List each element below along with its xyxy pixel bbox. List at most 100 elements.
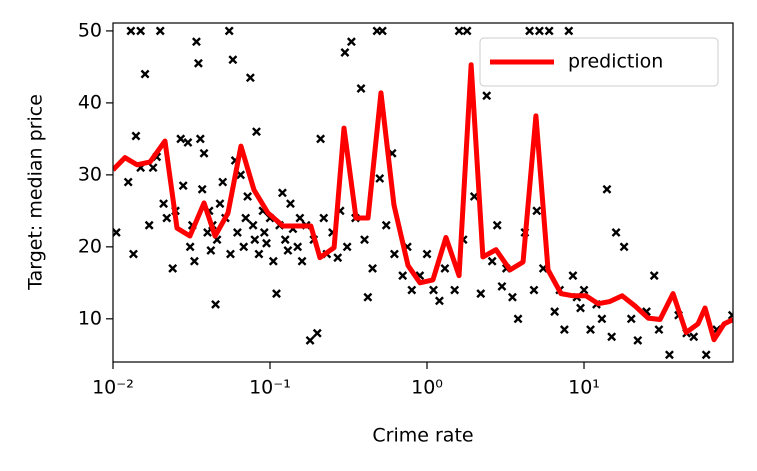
scatter-marker	[268, 256, 278, 266]
scatter-marker	[597, 314, 607, 324]
scatter-marker	[206, 245, 216, 255]
scatter-marker	[293, 242, 303, 252]
scatter-marker	[228, 55, 238, 65]
scatter-marker	[159, 199, 169, 209]
scatter-marker	[316, 134, 326, 144]
scatter-marker	[360, 235, 369, 245]
scatter-marker	[492, 220, 502, 230]
scatter-marker	[168, 263, 178, 273]
scatter-marker	[398, 271, 408, 281]
scatter-marker	[544, 26, 554, 36]
scatter-marker	[123, 177, 133, 187]
legend-label: prediction	[568, 51, 663, 73]
scatter-marker	[701, 350, 711, 360]
scatter-marker	[633, 335, 643, 345]
y-tick-label: 30	[78, 163, 102, 185]
scatter-marker	[131, 131, 141, 141]
scatter-marker	[664, 350, 674, 360]
x-tick-label: 10¹	[568, 377, 600, 399]
scatter-marker	[254, 249, 264, 259]
scatter-marker	[429, 285, 438, 295]
scatter-marker	[195, 134, 205, 144]
scatter-marker	[462, 26, 472, 36]
scatter-marker	[280, 235, 290, 245]
plot-frame	[112, 22, 734, 363]
scatter-marker	[126, 26, 136, 36]
scatter-marker	[381, 220, 391, 230]
scatter-marker	[295, 213, 305, 223]
scatter-marker	[440, 263, 450, 273]
scatter-marker	[602, 184, 612, 194]
scatter-marker	[203, 227, 212, 237]
scatter-marker	[689, 332, 699, 342]
scatter-marker	[185, 242, 195, 252]
scatter-marker	[525, 26, 535, 36]
scatter-marker	[252, 127, 261, 137]
legend-box	[479, 37, 719, 87]
scatter-marker	[155, 26, 165, 36]
scatter-marker	[654, 325, 664, 335]
scatter-marker	[262, 238, 271, 248]
scatter-marker	[333, 253, 343, 263]
scatter-marker	[259, 227, 269, 237]
scatter-marker	[568, 271, 578, 281]
scatter-marker	[197, 184, 207, 194]
scatter-marker	[482, 91, 492, 101]
scatter-marker	[286, 199, 295, 209]
scatter-marker	[340, 48, 350, 57]
scatter-marker	[550, 307, 560, 317]
scatter-marker	[277, 188, 287, 198]
x-tick-label: 10⁰	[411, 377, 443, 399]
scatter-marker	[579, 285, 589, 295]
scatter-marker	[342, 242, 352, 252]
scatter-marker	[241, 213, 251, 223]
scatter-marker	[283, 245, 293, 255]
scatter-marker	[183, 138, 193, 147]
scatter-marker	[162, 213, 172, 223]
scatter-marker	[272, 289, 281, 299]
scatter-marker	[454, 26, 464, 36]
scatter-marker	[218, 177, 228, 187]
scatter-marker	[144, 220, 154, 230]
y-tick-label: 20	[78, 235, 102, 257]
y-tick-label: 10	[78, 307, 102, 329]
scatter-marker	[626, 314, 636, 324]
scatter-marker	[215, 199, 225, 209]
scatter-marker	[564, 26, 574, 36]
scatter-marker	[576, 303, 585, 313]
scatter-marker	[377, 26, 387, 36]
scatter-marker	[297, 256, 307, 266]
scatter-marker	[199, 148, 209, 158]
scatter-marker	[586, 325, 595, 335]
scatter-marker	[245, 73, 255, 83]
scatter-marker	[250, 235, 260, 245]
scatter-marker	[368, 263, 378, 273]
scatter-marker	[407, 285, 417, 295]
scatter-marker	[319, 213, 329, 223]
scatter-marker	[224, 26, 234, 36]
scatter-marker	[191, 37, 201, 47]
x-tick-label: 10⁻²	[92, 377, 134, 399]
x-axis-label: Crime rate	[372, 425, 473, 447]
scatter-marker	[239, 242, 249, 252]
scatter-marker	[248, 220, 258, 230]
marks	[113, 26, 733, 360]
x-tick-label: 10⁻¹	[249, 377, 291, 399]
scatter-marker	[189, 256, 199, 266]
scatter-marker	[148, 163, 158, 173]
scatter-marker	[532, 206, 542, 216]
scatter-marker	[178, 181, 188, 191]
scatter-marker	[487, 256, 497, 266]
scatter-marker	[513, 314, 523, 324]
scatter-marker	[129, 249, 138, 259]
legend: prediction	[479, 37, 719, 87]
scatter-marker	[232, 227, 242, 237]
scatter-marker	[607, 332, 617, 342]
scatter-marker	[356, 84, 366, 93]
prediction-line	[113, 62, 733, 343]
y-tick-label: 40	[78, 91, 102, 113]
scatter-marker	[476, 289, 486, 299]
scatter-marker	[611, 227, 621, 237]
scatter-marker	[226, 249, 235, 259]
